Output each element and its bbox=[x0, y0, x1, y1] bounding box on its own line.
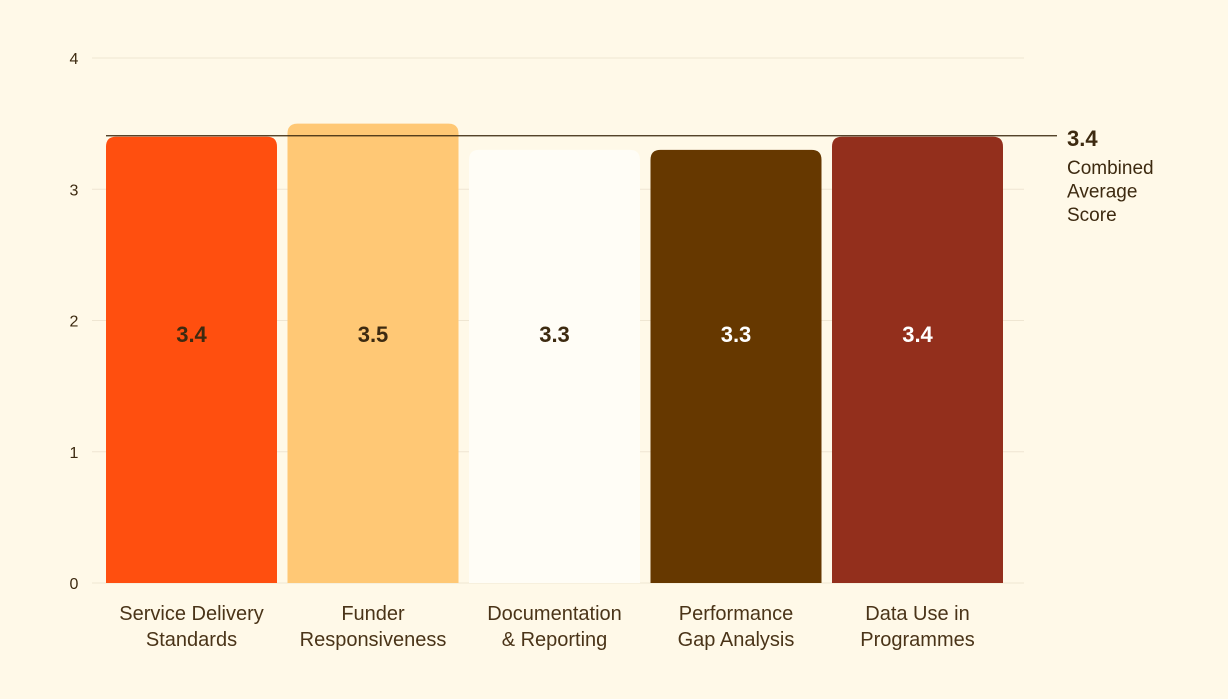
category-label: Programmes bbox=[860, 629, 974, 651]
category-label: Performance bbox=[679, 603, 794, 625]
y-tick-label: 1 bbox=[70, 445, 79, 462]
category-label: Funder bbox=[341, 603, 405, 625]
bar bbox=[469, 149, 640, 583]
bar-value-label: 3.3 bbox=[721, 322, 752, 347]
bar bbox=[287, 123, 459, 583]
category-label: Gap Analysis bbox=[678, 629, 795, 651]
bar-value-label: 3.4 bbox=[902, 322, 933, 347]
category-labels: Service Delivery Standards Funder Responsiv… bbox=[119, 603, 974, 651]
bar-value-label: 3.3 bbox=[539, 322, 570, 347]
y-tick-label: 2 bbox=[70, 314, 79, 331]
y-tick-label: 4 bbox=[70, 51, 79, 68]
y-axis-ticks: 0 1 2 3 4 bbox=[70, 51, 79, 593]
category-label: Service Delivery bbox=[119, 603, 263, 625]
average-caption-line: Combined bbox=[1067, 158, 1154, 179]
category-label: Standards bbox=[146, 629, 237, 651]
average-value-label: 3.4 bbox=[1067, 126, 1098, 151]
category-label: Responsiveness bbox=[300, 629, 447, 651]
bar bbox=[650, 149, 822, 583]
category-label: Data Use in bbox=[865, 603, 970, 625]
average-caption-line: Score bbox=[1067, 205, 1117, 226]
y-tick-label: 0 bbox=[70, 576, 79, 593]
bar bbox=[106, 136, 277, 583]
y-tick-label: 3 bbox=[70, 182, 79, 199]
category-label: Documentation bbox=[487, 603, 622, 625]
average-caption-line: Average bbox=[1067, 182, 1137, 203]
category-label: & Reporting bbox=[502, 629, 608, 651]
bar-value-label: 3.5 bbox=[358, 322, 389, 347]
bar-value-label: 3.4 bbox=[176, 322, 207, 347]
bars: 3.4 3.5 3.3 3.3 3.4 bbox=[106, 123, 1003, 583]
bar bbox=[832, 136, 1003, 583]
